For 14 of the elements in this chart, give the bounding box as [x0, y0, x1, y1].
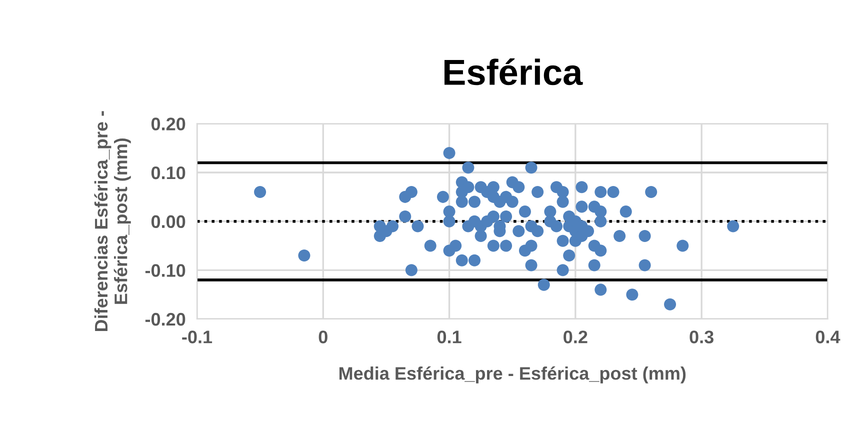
x-tick-label: 0 — [318, 330, 328, 344]
y-tick-label: 0.00 — [151, 215, 186, 228]
y-tick-label: 0.10 — [151, 166, 186, 180]
chart-title: Esférica — [444, 58, 583, 86]
y-tick-label: -0.20 — [145, 312, 186, 326]
y-tick-label: -0.10 — [145, 264, 186, 277]
x-tick-label: -0.1 — [182, 330, 212, 344]
y-axis-title: Diferencias Esférica_pre - Esférica_post (mm) — [94, 111, 131, 332]
x-tick-label: 0.2 — [564, 330, 588, 344]
x-tick-label: 0.3 — [690, 330, 714, 344]
x-tick-label: 0.1 — [437, 330, 462, 344]
x-tick-label: 0.4 — [816, 330, 840, 344]
y-tick-label: 0.20 — [151, 118, 186, 130]
x-axis-title: Media Esférica_pre - Esférica_post (mm) — [339, 366, 686, 384]
